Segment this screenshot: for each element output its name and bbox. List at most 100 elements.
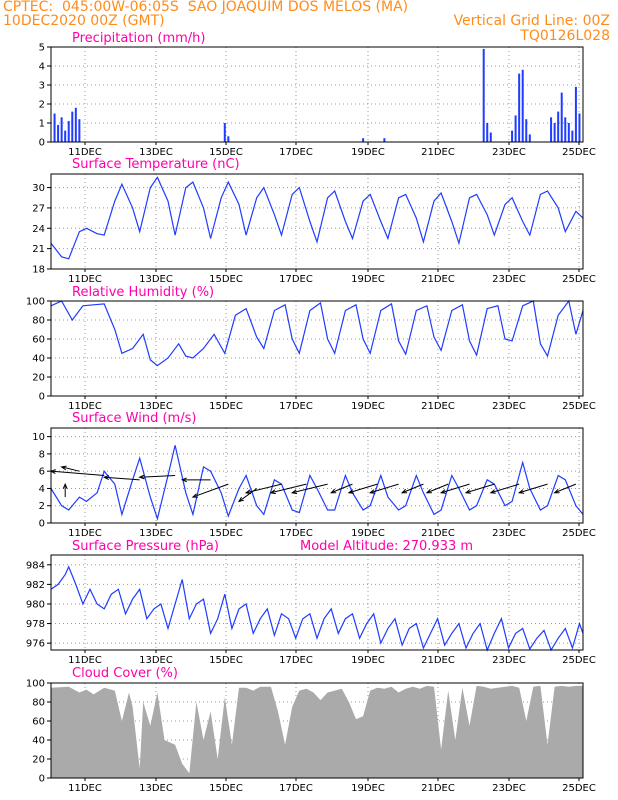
wind-vector-head: [290, 489, 298, 495]
y-tick-label: 100: [26, 679, 45, 690]
x-tick-label: 15DEC: [209, 783, 243, 794]
x-tick-label: 23DEC: [492, 655, 526, 666]
wind-vector-head: [60, 465, 67, 471]
wind-vector: [554, 483, 577, 494]
precip-bar: [521, 69, 524, 142]
rh-series-line: [50, 299, 584, 367]
precip-bar: [71, 111, 74, 142]
x-tick-label: 13DEC: [139, 274, 173, 285]
x-tick-label: 13DEC: [139, 528, 173, 539]
panel-frame: [50, 682, 584, 779]
precip-bar: [482, 48, 485, 142]
precip-bar: [571, 130, 574, 142]
precip-bar: [564, 117, 567, 142]
precip-bar: [518, 73, 521, 142]
x-tick-label: 21DEC: [421, 528, 455, 539]
x-tick-label: 25DEC: [562, 783, 596, 794]
x-tick-label: 15DEC: [209, 147, 243, 158]
panel-frame: [50, 427, 584, 524]
precip-bar: [486, 123, 489, 142]
precip-bar: [67, 121, 70, 142]
x-tick-label: 11DEC: [68, 528, 102, 539]
wind-vector: [245, 483, 282, 494]
x-tick-label: 21DEC: [421, 401, 455, 412]
x-tick-label: 21DEC: [421, 147, 455, 158]
x-tick-label: 17DEC: [279, 655, 313, 666]
wind-vector-head: [180, 477, 187, 483]
y-tick-label: 20: [32, 755, 45, 766]
y-tick-label: 30: [32, 183, 45, 194]
y-tick-label: 20: [32, 373, 45, 384]
precip-bar: [78, 119, 81, 142]
wind-vector-head: [368, 489, 376, 494]
y-tick-label: 60: [32, 717, 45, 728]
wind-vector-head: [330, 488, 337, 494]
y-tick-label: 0: [39, 392, 45, 403]
y-tick-label: 21: [32, 244, 45, 255]
wind-vector: [348, 483, 378, 494]
y-tick-label: 80: [32, 316, 45, 327]
x-tick-label: 21DEC: [421, 783, 455, 794]
x-tick-label: 23DEC: [492, 528, 526, 539]
precip-bar: [567, 123, 570, 142]
x-tick-label: 11DEC: [68, 783, 102, 794]
x-tick-label: 19DEC: [351, 528, 385, 539]
y-tick-label: 0: [39, 774, 45, 785]
header-run-id: TQ0126L028: [520, 28, 610, 44]
panel-frame: [50, 300, 584, 397]
wind-vector: [270, 483, 307, 494]
x-tick-label: 17DEC: [279, 401, 313, 412]
y-tick-label: 2: [39, 100, 45, 111]
x-tick-label: 13DEC: [139, 655, 173, 666]
y-tick-label: 40: [32, 354, 45, 365]
y-tick-label: 4: [39, 484, 45, 495]
wind-vector: [465, 483, 495, 494]
header-line-1: CPTEC: 045:00W-06:05S SAO JOAQUIM DOS ME…: [3, 0, 409, 15]
wind-vector-head: [517, 489, 525, 494]
panel-title: Cloud Cover (%): [72, 666, 178, 681]
x-tick-label: 11DEC: [68, 147, 102, 158]
y-tick-label: 100: [26, 297, 45, 308]
header-date: 10DEC2020 00Z (GMT): [3, 13, 165, 29]
x-tick-label: 19DEC: [351, 655, 385, 666]
y-tick-label: 24: [32, 224, 45, 235]
wind-vector: [192, 483, 229, 498]
wind-vector-head: [138, 474, 145, 480]
wind-vector-head: [439, 489, 447, 494]
wind-vector: [139, 475, 176, 478]
wind-vector-head: [464, 489, 471, 494]
precip-bar: [53, 113, 56, 142]
x-tick-label: 17DEC: [279, 274, 313, 285]
x-tick-label: 25DEC: [562, 401, 596, 412]
precip-bar: [550, 117, 553, 142]
y-tick-label: 40: [32, 736, 45, 747]
precip-bar: [511, 130, 514, 142]
wind-vector-head: [347, 489, 354, 494]
panel-title: Relative Humidity (%): [72, 285, 214, 300]
x-tick-label: 23DEC: [492, 401, 526, 412]
x-tick-label: 25DEC: [562, 655, 596, 666]
pres-series-line: [50, 565, 584, 652]
y-tick-label: 2: [39, 501, 45, 512]
wind-vector: [426, 483, 449, 494]
header-grid-note: Vertical Grid Line: 00Z: [453, 13, 610, 29]
wind-vector-head: [553, 488, 560, 494]
precip-bar: [578, 113, 581, 142]
panel-frame: [50, 173, 584, 270]
y-tick-label: 4: [39, 62, 45, 73]
wind-vector: [440, 483, 470, 494]
panel-title: Surface Wind (m/s): [72, 411, 196, 426]
wind-vector-head: [62, 482, 68, 489]
wind-vector-head: [102, 475, 110, 480]
temp-series-line: [50, 176, 584, 260]
precip-bar: [383, 138, 386, 142]
x-tick-label: 25DEC: [562, 528, 596, 539]
x-tick-label: 21DEC: [421, 655, 455, 666]
precip-bar: [557, 111, 560, 142]
wind-vector-head: [237, 496, 244, 503]
cloud-cover-area: [51, 685, 583, 778]
precip-bar: [489, 132, 492, 142]
x-tick-label: 13DEC: [139, 783, 173, 794]
wind-vector-head: [425, 488, 432, 494]
precip-bar: [362, 138, 365, 142]
